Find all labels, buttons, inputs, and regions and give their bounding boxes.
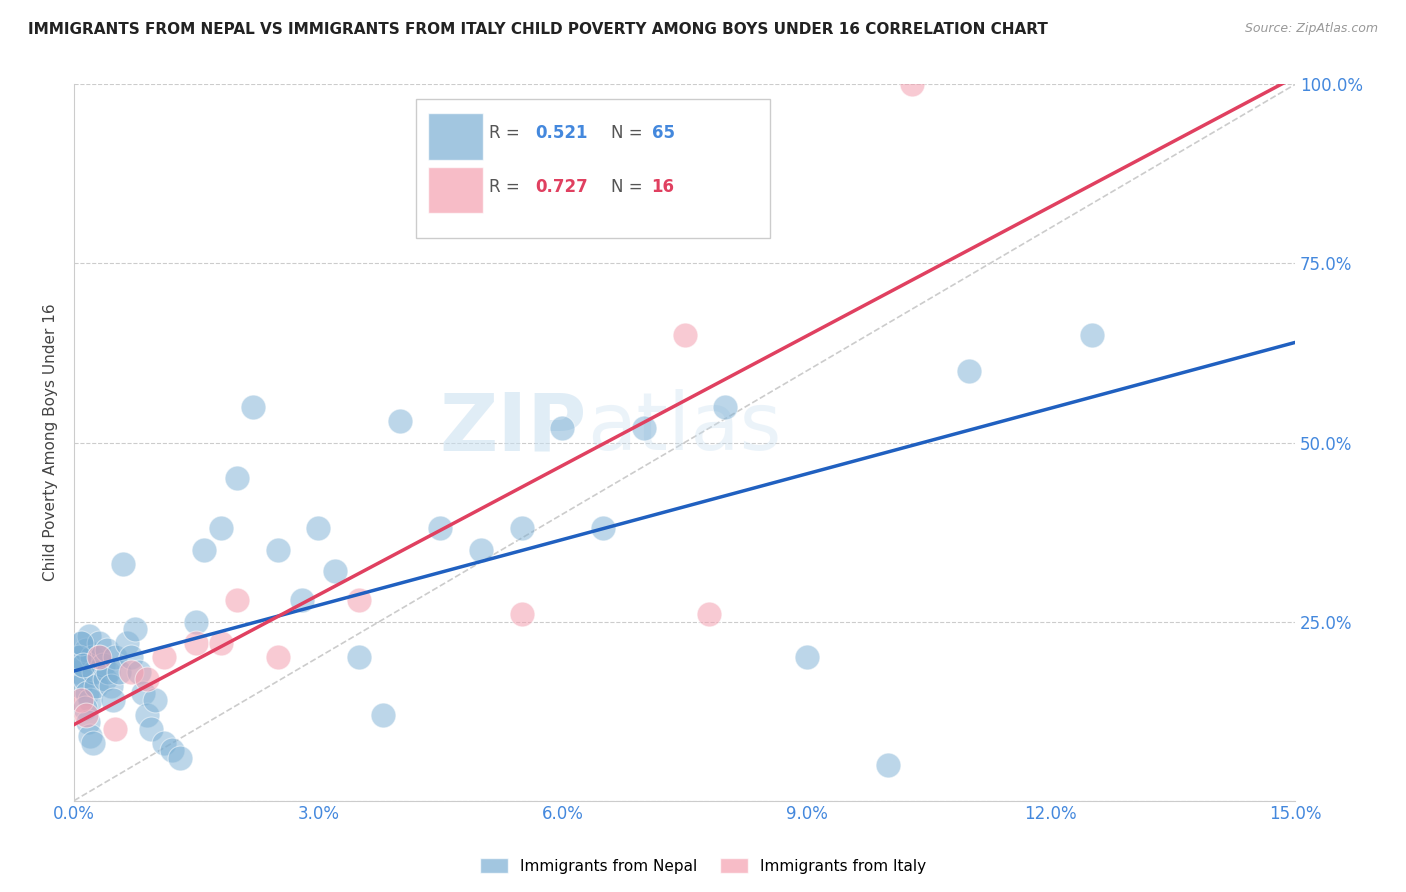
Immigrants from Nepal [75,643,97,657]
Immigrants from Italy [510,607,533,622]
Text: ZIP: ZIP [440,389,586,467]
Immigrants from Nepal [592,521,614,535]
Immigrants from Italy [186,636,208,650]
Immigrants from Nepal [209,521,232,535]
FancyBboxPatch shape [416,99,770,238]
Immigrants from Nepal [82,736,104,750]
Immigrants from Italy [209,636,232,650]
Immigrants from Nepal [796,650,818,665]
Immigrants from Nepal [193,543,215,558]
Immigrants from Nepal [373,707,395,722]
Y-axis label: Child Poverty Among Boys Under 16: Child Poverty Among Boys Under 16 [44,303,58,582]
Immigrants from Italy [69,693,91,707]
Immigrants from Nepal [108,665,131,679]
Immigrants from Nepal [429,521,451,535]
Text: Source: ZipAtlas.com: Source: ZipAtlas.com [1244,22,1378,36]
Immigrants from Nepal [169,750,191,764]
Immigrants from Nepal [72,657,94,672]
Immigrants from Nepal [323,565,346,579]
Immigrants from Nepal [714,400,737,414]
Immigrants from Nepal [470,543,492,558]
Immigrants from Nepal [141,722,163,736]
Immigrants from Nepal [70,636,93,650]
Immigrants from Nepal [84,679,107,693]
Immigrants from Nepal [69,650,91,665]
Immigrants from Italy [152,650,174,665]
Immigrants from Nepal [101,693,124,707]
Immigrants from Italy [87,650,110,665]
Text: 16: 16 [651,178,675,196]
Immigrants from Nepal [91,657,114,672]
Immigrants from Nepal [76,686,98,700]
Immigrants from Nepal [73,672,96,686]
Immigrants from Nepal [877,757,900,772]
Immigrants from Nepal [96,643,118,657]
Text: atlas: atlas [586,389,782,467]
Immigrants from Nepal [111,558,134,572]
Immigrants from Italy [347,593,370,607]
Immigrants from Nepal [307,521,329,535]
Text: 65: 65 [651,124,675,142]
Immigrants from Nepal [128,665,150,679]
Text: 0.521: 0.521 [536,124,588,142]
Immigrants from Nepal [115,636,138,650]
Immigrants from Nepal [97,665,120,679]
Text: 0.727: 0.727 [536,178,588,196]
Immigrants from Nepal [77,629,100,643]
Immigrants from Nepal [87,636,110,650]
Immigrants from Nepal [291,593,314,607]
Immigrants from Nepal [104,650,127,665]
Immigrants from Nepal [959,364,981,378]
Immigrants from Nepal [136,707,159,722]
Immigrants from Nepal [89,650,111,665]
Immigrants from Nepal [152,736,174,750]
Immigrants from Nepal [79,729,101,743]
Immigrants from Nepal [1080,328,1102,343]
Immigrants from Nepal [100,679,122,693]
Immigrants from Nepal [94,672,117,686]
Text: IMMIGRANTS FROM NEPAL VS IMMIGRANTS FROM ITALY CHILD POVERTY AMONG BOYS UNDER 16: IMMIGRANTS FROM NEPAL VS IMMIGRANTS FROM… [28,22,1047,37]
FancyBboxPatch shape [429,167,484,213]
Immigrants from Nepal [510,521,533,535]
Immigrants from Italy [225,593,247,607]
Immigrants from Nepal [69,679,91,693]
Immigrants from Nepal [388,414,411,428]
Immigrants from Nepal [186,615,208,629]
Immigrants from Italy [901,78,924,92]
Immigrants from Nepal [83,665,105,679]
Immigrants from Nepal [242,400,264,414]
Immigrants from Italy [697,607,720,622]
Immigrants from Nepal [124,622,146,636]
Immigrants from Nepal [551,421,574,435]
Text: N =: N = [612,178,648,196]
Text: R =: R = [489,124,526,142]
Immigrants from Italy [136,672,159,686]
Immigrants from Italy [266,650,288,665]
Immigrants from Nepal [67,665,90,679]
Immigrants from Italy [673,328,696,343]
FancyBboxPatch shape [429,113,484,160]
Immigrants from Nepal [67,650,90,665]
Immigrants from Nepal [79,693,101,707]
Text: R =: R = [489,178,526,196]
Immigrants from Nepal [145,693,167,707]
Immigrants from Nepal [132,686,155,700]
Immigrants from Nepal [347,650,370,665]
Immigrants from Nepal [633,421,655,435]
Immigrants from Italy [120,665,142,679]
Immigrants from Nepal [266,543,288,558]
Immigrants from Italy [75,707,97,722]
Immigrants from Nepal [160,743,183,757]
Legend: Immigrants from Nepal, Immigrants from Italy: Immigrants from Nepal, Immigrants from I… [474,852,932,880]
Immigrants from Italy [104,722,127,736]
Immigrants from Nepal [225,471,247,485]
Immigrants from Nepal [120,650,142,665]
Immigrants from Nepal [77,714,100,729]
Text: N =: N = [612,124,648,142]
Immigrants from Nepal [73,657,96,672]
Immigrants from Nepal [70,636,93,650]
Immigrants from Nepal [75,700,97,714]
Immigrants from Nepal [80,650,103,665]
